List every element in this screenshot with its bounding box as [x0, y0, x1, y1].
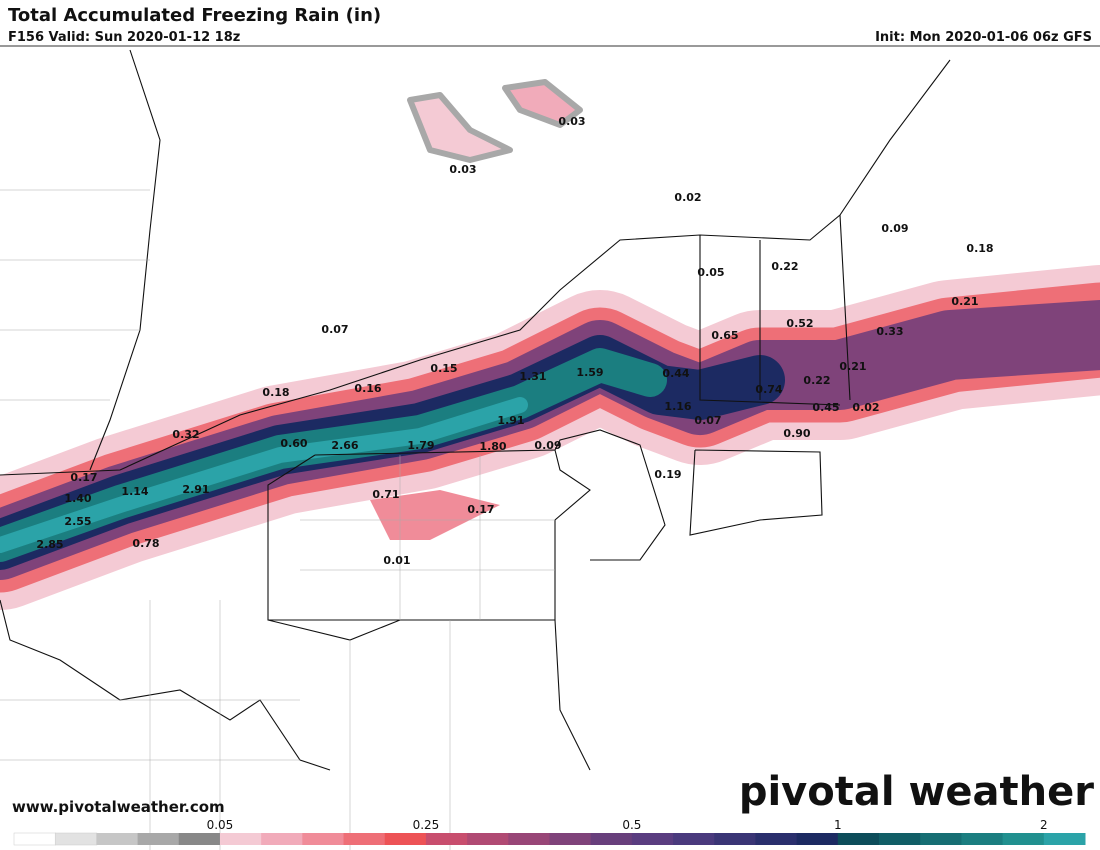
colorbar-swatch [920, 833, 962, 845]
colorbar-swatch [961, 833, 1004, 845]
value-label: 2.55 [64, 515, 91, 528]
value-labels: 0.03 0.03 0.02 0.09 0.18 0.05 0.22 0.07 0.52 0.65… [36, 115, 993, 567]
value-label: 1.31 [519, 370, 546, 383]
colorbar-swatch [879, 833, 921, 845]
value-label: 0.60 [280, 437, 307, 450]
colorbar-swatch [54, 832, 98, 846]
value-label: 0.03 [449, 163, 476, 176]
colorbar-swatch [590, 833, 633, 845]
value-label: 0.05 [697, 266, 724, 279]
value-label: 0.18 [262, 386, 289, 399]
value-label: 0.07 [694, 414, 721, 427]
colorbar-swatch [178, 833, 221, 845]
value-label: 0.65 [711, 329, 738, 342]
value-label: 0.22 [803, 374, 830, 387]
value-label: 0.21 [951, 295, 978, 308]
value-label: 2.91 [182, 483, 209, 496]
colorbar-swatch [714, 833, 756, 845]
colorbar-swatch [755, 833, 798, 845]
value-label: 0.17 [70, 471, 97, 484]
colorbar-swatch [508, 833, 550, 845]
colorbar-swatch [302, 833, 345, 845]
borders [0, 49, 951, 850]
colorbar-swatch [384, 833, 427, 845]
colorbar-swatch [1002, 833, 1045, 845]
value-label: 1.91 [497, 414, 524, 427]
init-time: Init: Mon 2020-01-06 06z GFS [875, 30, 1092, 45]
colorbar-swatch [673, 833, 715, 845]
colorbar-swatch [549, 833, 592, 845]
value-label: 0.21 [839, 360, 866, 373]
map: 0.030.030.020.090.180.05 0.220.07 0.520.65… [0, 49, 1100, 850]
colorbar-swatch [261, 833, 303, 845]
value-label: 0.07 [321, 323, 348, 336]
value-label: 0.18 [966, 242, 993, 255]
value-label: 1.16 [664, 400, 691, 413]
colorbar-swatch [343, 833, 386, 845]
colorbar-tick-label: 0.05 [207, 818, 234, 832]
value-label: 0.09 [881, 222, 908, 235]
colorbar-tick-label: 0.5 [622, 818, 641, 832]
colorbar-swatch [837, 833, 880, 845]
logo: pivotal weather [739, 769, 1094, 815]
colorbar-swatch [1043, 833, 1086, 845]
value-label: 0.71 [372, 488, 399, 501]
value-label: 0.02 [674, 191, 701, 204]
colorbar-swatch [467, 833, 509, 845]
value-label: 0.02 [852, 401, 879, 414]
value-label: 0.45 [812, 401, 839, 414]
value-label: 2.66 [331, 439, 358, 452]
colorbar-swatch [137, 833, 180, 845]
value-label: 0.03 [558, 115, 585, 128]
colorbar-tick-label: 1 [834, 818, 842, 832]
value-label: 0.78 [132, 537, 159, 550]
website: www.pivotalweather.com [12, 798, 225, 816]
value-label: 1.14 [121, 485, 148, 498]
value-label: 0.17 [467, 503, 494, 516]
value-label: 0.22 [771, 260, 798, 273]
precip-swath [0, 79, 1100, 610]
colorbar-tick-label: 2 [1040, 818, 1048, 832]
colorbar-swatch [13, 832, 56, 846]
colorbar-swatch [96, 833, 139, 845]
value-label: 0.33 [876, 325, 903, 338]
colorbar-tick-label: 0.25 [413, 818, 440, 832]
colorbar: 0.05 0.25 0.5 1 2 [13, 818, 1086, 846]
value-label: 1.80 [479, 440, 506, 453]
valid-time: F156 Valid: Sun 2020-01-12 18z [8, 30, 240, 45]
value-label: 0.01 [383, 554, 410, 567]
value-label: 0.15 [430, 362, 457, 375]
value-label: 0.19 [654, 468, 681, 481]
value-label: 1.40 [64, 492, 91, 505]
colorbar-swatch [425, 833, 468, 845]
value-label: 0.44 [662, 367, 689, 380]
value-label: 0.32 [172, 428, 199, 441]
value-label: 0.74 [755, 383, 782, 396]
value-label: 0.16 [354, 382, 381, 395]
value-label: 0.90 [783, 427, 810, 440]
value-label: 1.59 [576, 366, 603, 379]
value-label: 0.52 [786, 317, 813, 330]
value-label: 1.79 [407, 439, 434, 452]
colorbar-swatch [796, 833, 839, 845]
map-title: Total Accumulated Freezing Rain (in) [8, 5, 381, 26]
value-label: 0.09 [534, 439, 561, 452]
colorbar-swatch [219, 833, 262, 845]
colorbar-swatch [631, 833, 674, 845]
value-label: 2.85 [36, 538, 63, 551]
